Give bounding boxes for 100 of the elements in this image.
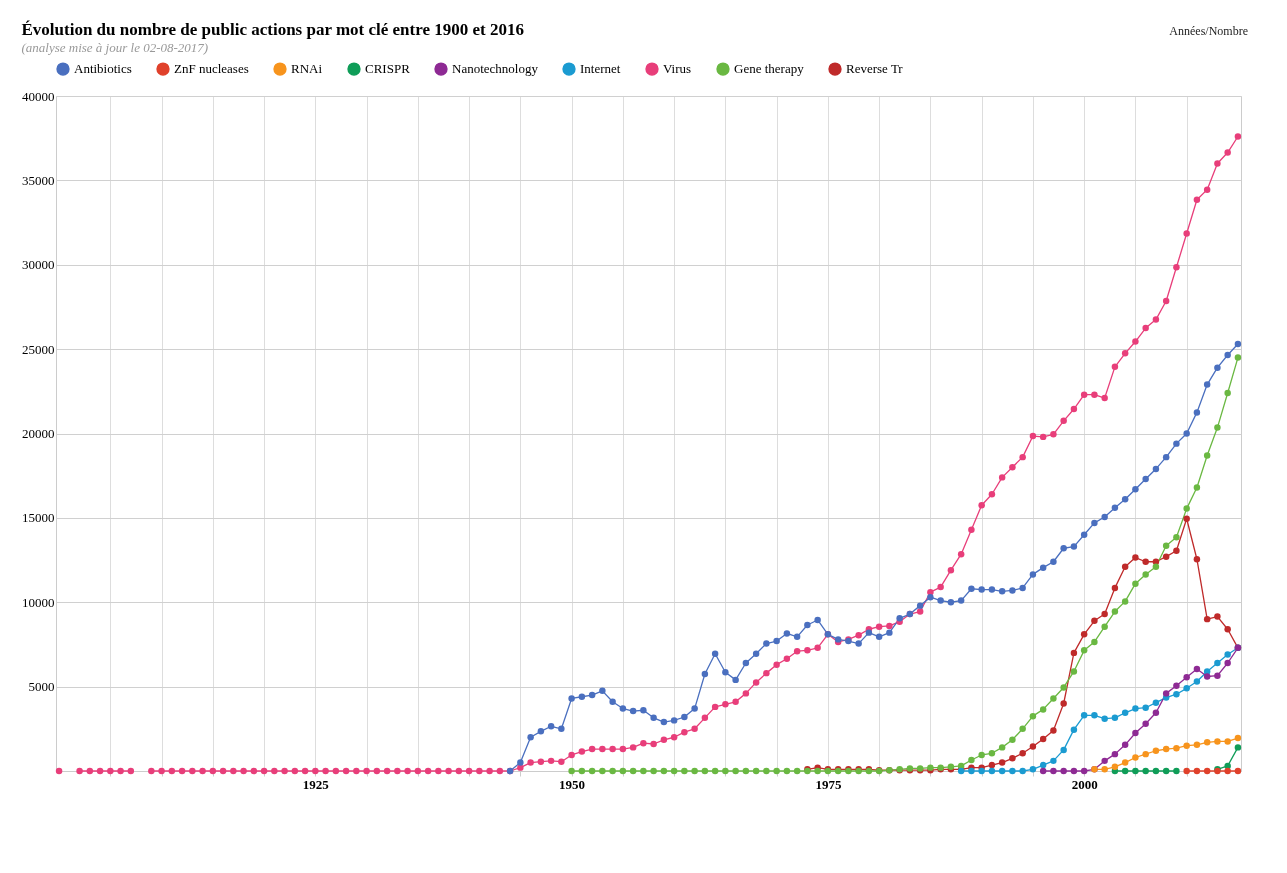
- point: [1132, 705, 1139, 712]
- legend-label: Virus: [663, 61, 692, 77]
- point: [1162, 745, 1170, 753]
- point: [1039, 767, 1047, 775]
- point: [1080, 712, 1088, 719]
- x-tick-label: 1975: [815, 776, 842, 792]
- point: [1121, 759, 1129, 766]
- point: [1193, 767, 1201, 775]
- point: [1173, 767, 1180, 775]
- point: [1080, 767, 1088, 775]
- point: [1142, 704, 1149, 711]
- point: [1193, 555, 1201, 563]
- point: [1193, 741, 1201, 749]
- point: [1234, 734, 1242, 742]
- point: [1039, 761, 1047, 769]
- y-tick-label: 25000: [22, 341, 55, 357]
- point: [1121, 563, 1129, 571]
- point: [1121, 767, 1129, 775]
- point: [1183, 515, 1190, 522]
- point: [1183, 674, 1190, 681]
- y-tick-label: 20000: [22, 426, 55, 441]
- point: [1060, 746, 1067, 754]
- point: [1173, 690, 1180, 698]
- x-tick-label: 1950: [559, 776, 586, 792]
- y-tick-label: 15000: [22, 510, 55, 526]
- point: [1203, 673, 1211, 680]
- y-tick-label: 40000: [22, 88, 55, 104]
- point: [968, 767, 975, 775]
- point: [1121, 741, 1129, 749]
- point: [1162, 767, 1170, 775]
- point: [1234, 767, 1242, 775]
- point: [998, 759, 1006, 766]
- y-tick-label: 10000: [22, 594, 55, 610]
- point: [1132, 554, 1139, 561]
- point: [1152, 767, 1160, 775]
- point: [1173, 682, 1180, 690]
- point: [1214, 738, 1221, 745]
- point: [1183, 685, 1190, 692]
- point: [1019, 767, 1026, 775]
- point: [1009, 767, 1016, 775]
- point: [1029, 766, 1037, 773]
- point: [1101, 757, 1108, 765]
- point: [1070, 649, 1078, 657]
- point: [1060, 767, 1067, 775]
- point: [1142, 558, 1149, 565]
- text: Années/Nombre: [1169, 24, 1248, 39]
- point: [1214, 613, 1221, 620]
- point: [1050, 767, 1057, 775]
- y-tick-label: 30000: [22, 257, 55, 273]
- point: [1173, 744, 1180, 752]
- x-tick-label: 1925: [302, 776, 330, 792]
- point: [1111, 750, 1119, 758]
- point: [1070, 726, 1078, 733]
- point: [1152, 709, 1160, 717]
- point: [1142, 720, 1149, 727]
- legend-label: ZnF nucleases: [174, 61, 249, 77]
- point: [1070, 767, 1078, 775]
- point: [1224, 762, 1231, 770]
- point: [1183, 767, 1190, 775]
- legend-label: CRISPR: [365, 61, 411, 77]
- legend-label: Gene therapy: [734, 61, 805, 77]
- point: [1162, 553, 1170, 560]
- point: [1080, 631, 1088, 638]
- point: [978, 767, 985, 775]
- point: [1101, 715, 1108, 722]
- point: [1193, 665, 1201, 673]
- point: [998, 767, 1006, 775]
- legend-label: Internet: [580, 61, 621, 77]
- point: [1091, 617, 1098, 625]
- point: [1224, 626, 1231, 633]
- x-tick-label: 2000: [1071, 776, 1098, 792]
- point: [1142, 767, 1149, 775]
- point: [1029, 743, 1037, 750]
- point: [1152, 747, 1160, 754]
- legend-label: RNAi: [291, 61, 323, 77]
- point: [1101, 610, 1108, 618]
- y-tick-label: 35000: [22, 172, 55, 188]
- point: [1111, 714, 1119, 722]
- point: [1101, 766, 1108, 773]
- legend-label: Reverse Tr: [846, 61, 904, 77]
- legend-label: Nanotechnology: [452, 61, 539, 77]
- point: [988, 761, 996, 769]
- point: [1132, 754, 1139, 761]
- point: [1173, 547, 1180, 555]
- point: [1132, 729, 1139, 737]
- point: [1039, 735, 1047, 743]
- y-tick-label: 5000: [28, 679, 55, 695]
- point: [1214, 672, 1221, 679]
- point: [1111, 584, 1119, 592]
- point: [1224, 651, 1231, 658]
- point: [1121, 709, 1129, 717]
- point: [1224, 659, 1231, 667]
- point: [1193, 678, 1201, 685]
- point: [1203, 739, 1211, 746]
- point: [1203, 615, 1211, 623]
- point: [1162, 690, 1170, 697]
- chart-title: Évolution du nombre de public actions par mot clé entre 1900 et 2016: [21, 20, 524, 39]
- point: [1234, 744, 1242, 751]
- point: [1152, 699, 1160, 706]
- point: [1009, 755, 1016, 762]
